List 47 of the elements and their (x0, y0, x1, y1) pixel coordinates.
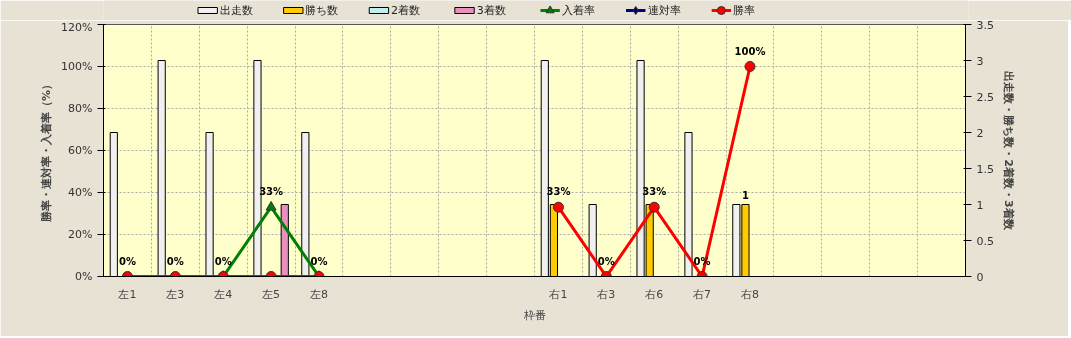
y-axis-title: 勝率・連対率・入着率（%） (40, 78, 54, 224)
legend-label: 連対率 (647, 4, 681, 17)
y-tick-label: 20% (68, 228, 93, 241)
y-tick-label: 100% (61, 60, 93, 73)
legend-label: 2着数 (391, 4, 421, 17)
x-tick-label: 右1 (549, 287, 568, 301)
x-tick-label: 右6 (645, 287, 664, 301)
x-tick-label: 右7 (693, 287, 712, 301)
data-label: 0% (118, 255, 136, 267)
y2-tick-label: 1.5 (976, 162, 994, 176)
data-label: 1 (741, 189, 749, 201)
y2-tick-label: 3 (976, 54, 984, 68)
x-tick-label: 右3 (597, 287, 616, 301)
data-label: 33% (259, 186, 284, 198)
y-tick-label: 0% (75, 270, 93, 283)
x-tick-label: 左3 (166, 287, 185, 301)
data-label: 0% (310, 255, 328, 267)
legend-label: 3着数 (476, 4, 506, 17)
data-label: 0% (166, 255, 184, 267)
legend-label: 勝率 (733, 4, 756, 17)
y2-tick-label: 2.5 (976, 90, 994, 104)
y2-tick-label: 1 (976, 198, 984, 212)
y2-tick-label: 0 (976, 270, 984, 284)
x-tick-label: 左1 (118, 287, 137, 301)
legend-label: 出走数 (219, 4, 253, 17)
data-label: 0% (214, 255, 232, 267)
legend-label: 入着率 (562, 4, 596, 17)
x-tick-label: 左5 (262, 287, 281, 301)
point (552, 201, 564, 213)
y2-tick-label: 3.5 (976, 18, 994, 32)
y2-tick-label: 0.5 (976, 234, 994, 248)
point (265, 200, 277, 211)
y-tick-label: 60% (68, 144, 93, 157)
point (648, 201, 660, 213)
point (744, 61, 756, 72)
y2-tick-label: 2 (976, 126, 984, 140)
y-tick-label: 80% (68, 102, 93, 115)
y2-axis-title: 出走数・勝ち数・2着数・3着数 (1001, 71, 1015, 231)
x-tick-label: 右8 (741, 287, 759, 301)
y-tick-label: 40% (68, 186, 93, 199)
legend-label: 勝ち数 (305, 4, 339, 17)
x-axis-title: 枠番 (522, 308, 546, 322)
data-label: 100% (734, 45, 766, 57)
y-tick-label: 120% (61, 20, 93, 34)
x-tick-label: 左8 (310, 287, 328, 301)
x-tick-label: 左4 (214, 287, 233, 301)
data-label: 0% (597, 255, 615, 267)
